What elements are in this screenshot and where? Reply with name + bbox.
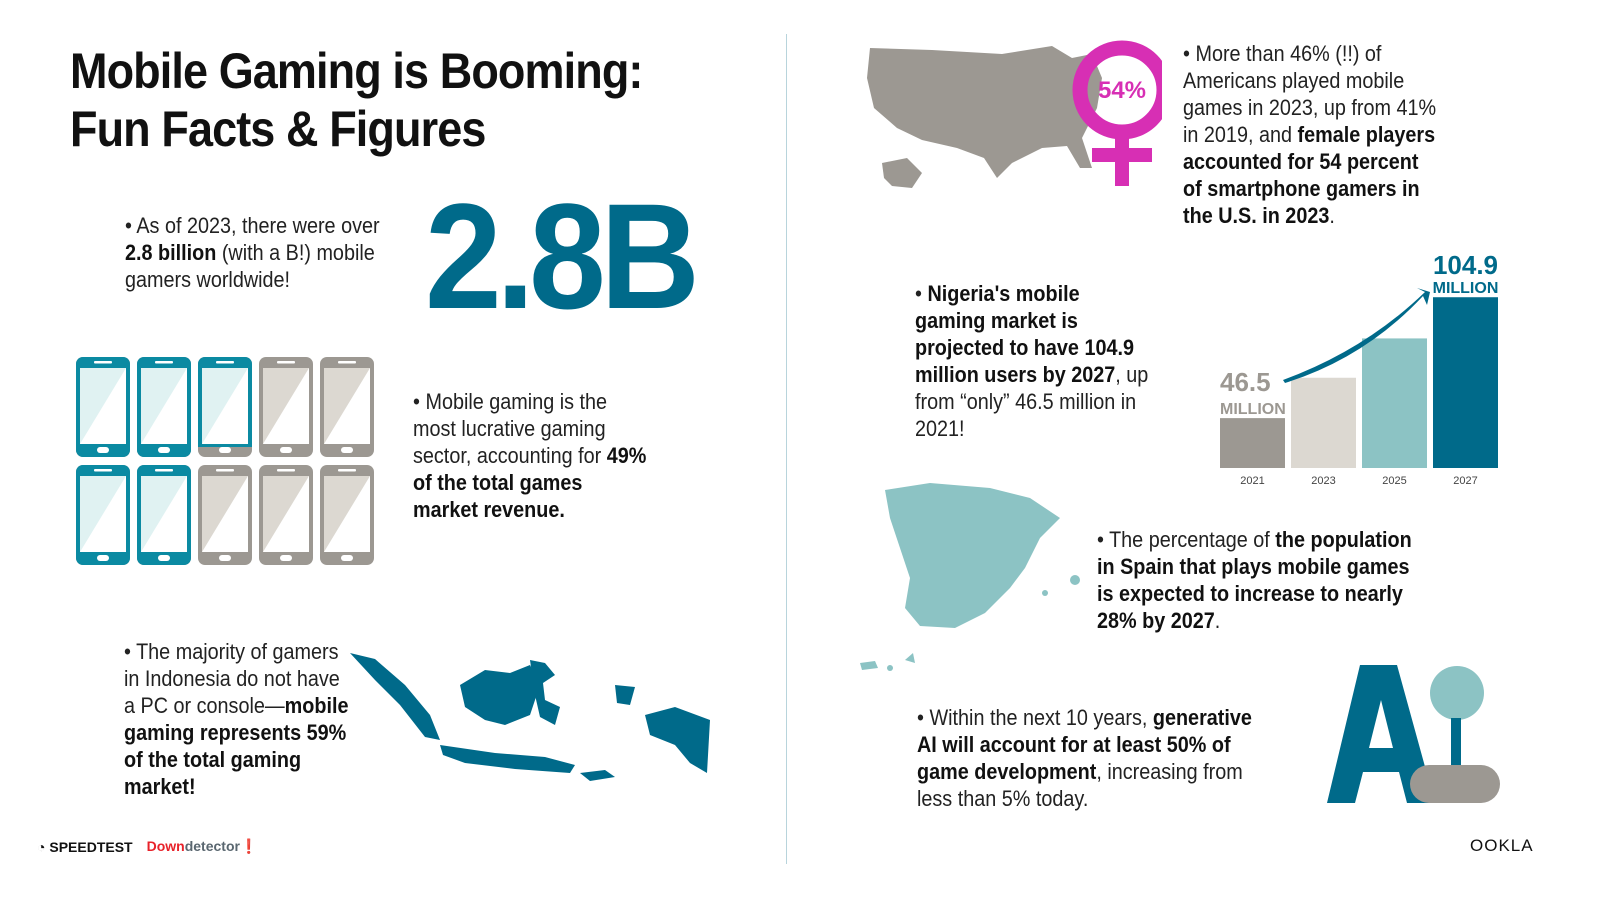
data-label-value: 104.9: [1433, 250, 1498, 280]
downdetector-logo: Downdetector❗: [146, 838, 258, 854]
phones-icon-grid: [76, 357, 376, 569]
x-tick-label: 2025: [1382, 475, 1406, 487]
bar-2021: [1220, 418, 1285, 468]
bar-2025: [1362, 338, 1427, 468]
data-label-unit: MILLION: [1220, 401, 1286, 418]
spain-map-icon: [860, 483, 1080, 671]
bar-2023: [1291, 377, 1356, 468]
indonesia-map-icon: [350, 653, 710, 781]
footer-brands: ◔ SPEEDTEST Downdetector❗: [37, 838, 257, 855]
x-tick-label: 2027: [1453, 475, 1477, 487]
female-badge: 54%: [1098, 77, 1146, 104]
fact-gamers: • As of 2023, there were over 2.8 billio…: [125, 213, 380, 292]
speedtest-logo: ◔ SPEEDTEST: [37, 838, 133, 855]
phone-icon: [259, 465, 313, 565]
phone-icon: [76, 465, 130, 565]
phone-icon: [137, 465, 191, 565]
big-number: 2.8B: [425, 172, 700, 340]
page-title: Mobile Gaming is Booming: Fun Facts & Fi…: [70, 43, 643, 157]
phone-icon: [137, 357, 191, 457]
x-tick-label: 2021: [1240, 475, 1264, 487]
alert-icon: ❗: [239, 838, 258, 854]
ai-joystick-icon: [1327, 665, 1500, 803]
fact-indonesia: • The majority of gamers in Indonesia do…: [124, 639, 349, 799]
fact-spain: • The percentage of the population in Sp…: [1097, 527, 1412, 633]
data-label-unit: MILLION: [1433, 280, 1499, 297]
ookla-logo: OOKLA: [1470, 836, 1534, 855]
phone-icon: [76, 357, 130, 457]
column-divider: [786, 34, 787, 864]
nigeria-bar-chart: 2021 2023 2025 2027 46.5 MILLION 104.9 MILLION: [1215, 240, 1515, 490]
phone-icon: [198, 465, 252, 565]
fact-ai: • Within the next 10 years, generative A…: [917, 705, 1252, 811]
phone-icon: [259, 357, 313, 457]
usa-map-icon: 54%: [867, 40, 1162, 188]
phone-icon: [198, 357, 252, 457]
phone-icon: [320, 465, 374, 565]
phone-icon: [320, 357, 374, 457]
x-tick-label: 2023: [1311, 475, 1335, 487]
fact-nigeria: • Nigeria's mobile gaming market is proj…: [915, 281, 1149, 441]
bar-2027: [1433, 297, 1498, 468]
data-label-value: 46.5: [1220, 367, 1271, 397]
fact-us: • More than 46% (!!) of Americans played…: [1183, 41, 1437, 228]
fact-revenue: • Mobile gaming is the most lucrative ga…: [413, 389, 647, 522]
